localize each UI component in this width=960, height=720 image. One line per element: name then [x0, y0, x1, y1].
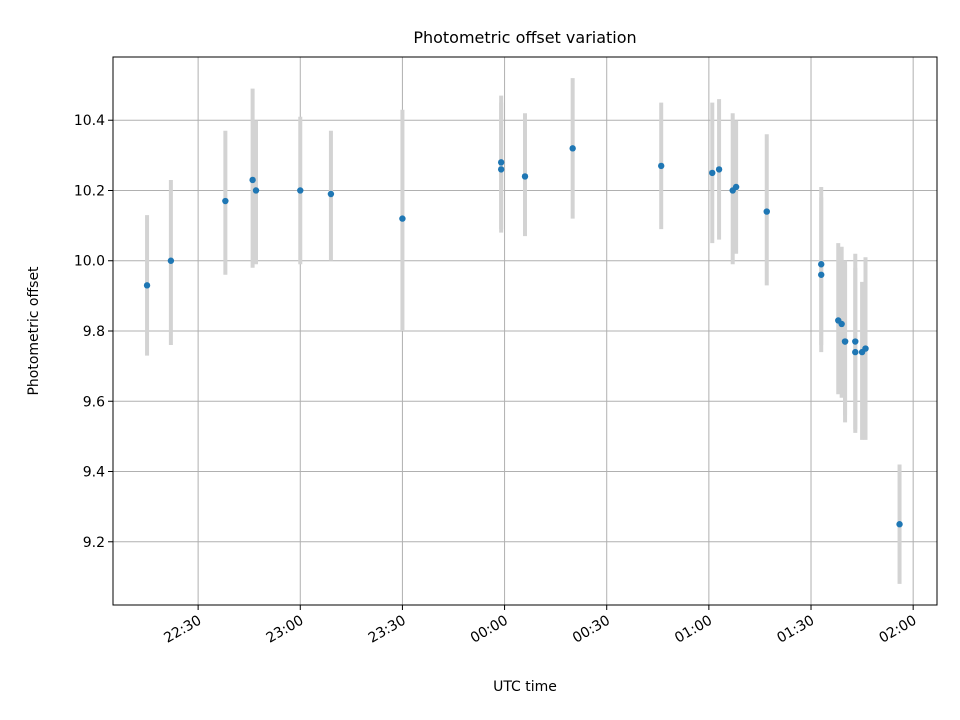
data-point	[715, 166, 723, 173]
data-point	[249, 176, 256, 184]
data-point	[838, 320, 845, 328]
data-point	[841, 338, 849, 345]
data-point	[252, 187, 260, 194]
data-point	[852, 348, 859, 356]
data-point	[497, 159, 505, 166]
data-point	[852, 338, 859, 345]
data-point	[222, 197, 229, 205]
data-point	[709, 169, 716, 177]
data-point	[657, 162, 665, 170]
data-point	[521, 173, 529, 180]
data-point	[399, 215, 406, 222]
y-tick-label: 9.8	[83, 324, 105, 340]
data-point	[862, 345, 869, 352]
data-point	[896, 521, 903, 528]
data-points	[143, 145, 903, 528]
data-point	[818, 271, 825, 278]
data-point	[297, 187, 304, 194]
y-tick-label: 10.0	[74, 254, 105, 270]
y-tick-label: 10.2	[74, 183, 105, 199]
y-axis-ticks: 9.2 9.4 9.6 9.8 10.0 10.2 10.4	[74, 113, 113, 551]
data-point	[818, 261, 825, 268]
x-axis-label: UTC time	[493, 679, 557, 695]
y-tick-label: 9.6	[83, 394, 105, 410]
data-point	[732, 183, 740, 191]
y-axis-label: Photometric offset	[26, 266, 42, 396]
data-point	[327, 190, 335, 198]
data-point	[763, 208, 770, 215]
y-tick-label: 9.4	[83, 465, 105, 481]
y-tick-label: 9.2	[83, 535, 105, 551]
data-point	[497, 166, 505, 173]
data-point	[167, 257, 175, 264]
data-point	[143, 282, 151, 289]
y-tick-label: 10.4	[74, 113, 105, 129]
data-point	[569, 145, 576, 152]
chart-title: Photometric offset variation	[413, 28, 636, 47]
